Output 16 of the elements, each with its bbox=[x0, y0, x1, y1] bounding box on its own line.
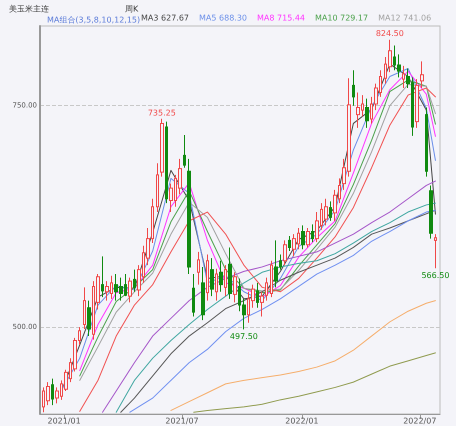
annotation: 497.50 bbox=[230, 332, 258, 341]
x-tick-label: 2022/07 bbox=[403, 416, 436, 426]
chart-subtitle: 周K bbox=[125, 4, 139, 14]
legend-title: MA组合(3,5,8,10,12,15) bbox=[47, 16, 140, 24]
text: MA3 627.67 bbox=[141, 14, 189, 22]
text: MA5 688.30 bbox=[199, 14, 247, 22]
annotation: 735.25 bbox=[148, 108, 176, 118]
annotation: 824.50 bbox=[376, 29, 404, 38]
x-tick-label: 2022/01 bbox=[285, 416, 319, 426]
annotation: 566.50 bbox=[421, 270, 450, 280]
x-tick-label: 2021/07 bbox=[165, 416, 199, 426]
text: MA12 741.06 bbox=[378, 14, 432, 22]
text: MA8 715.44 bbox=[257, 14, 305, 22]
text: MA10 729.17 bbox=[315, 14, 368, 22]
chart-title: 美玉米主连 bbox=[9, 4, 49, 14]
x-tick-label: 2021/01 bbox=[47, 416, 81, 426]
